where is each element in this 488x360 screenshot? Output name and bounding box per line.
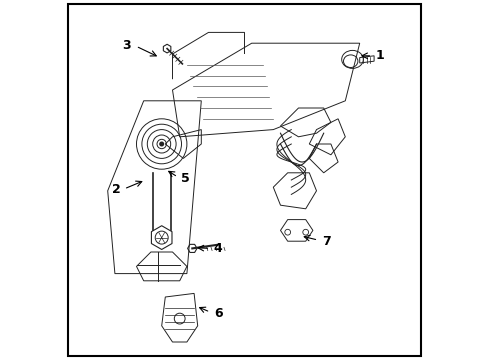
Text: 7: 7 [321, 235, 330, 248]
Text: 6: 6 [213, 307, 222, 320]
Text: 1: 1 [375, 49, 384, 62]
Circle shape [160, 142, 163, 146]
Text: 2: 2 [111, 183, 120, 195]
Text: 4: 4 [213, 242, 222, 255]
Text: 5: 5 [181, 172, 190, 185]
Text: 3: 3 [122, 39, 131, 51]
